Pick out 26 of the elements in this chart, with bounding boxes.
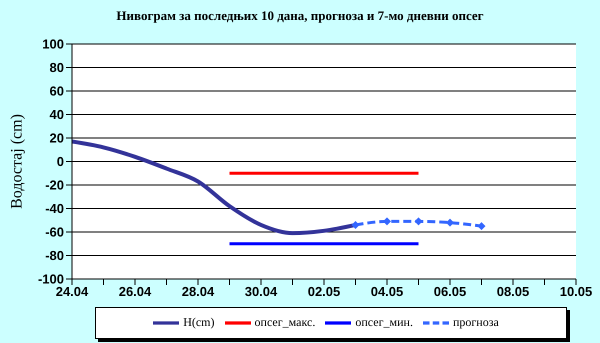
y-tick-label: -20 xyxy=(45,178,64,193)
chart-title: Нивограм за последњих 10 дана, прогноза и 7-мо дневни опсег xyxy=(115,8,485,24)
legend-label: H(cm) xyxy=(183,314,215,329)
x-tick-label: 30.04 xyxy=(244,284,278,300)
legend-label: прогноза xyxy=(452,314,499,329)
y-tick-label: -60 xyxy=(45,224,64,240)
y-tick-label: 80 xyxy=(50,60,64,76)
y-tick-label: 60 xyxy=(50,84,64,99)
y-tick-label: -40 xyxy=(45,201,64,216)
x-tick-label: 10.05 xyxy=(560,284,592,300)
legend-label: опсег_макс. xyxy=(254,314,316,329)
x-tick-label: 24.04 xyxy=(56,284,90,300)
y-tick-label: -100 xyxy=(38,272,64,287)
y-axis-title: Водостај (cm) xyxy=(8,114,26,209)
y-tick-label: -80 xyxy=(45,248,64,264)
y-tick-label: 20 xyxy=(50,130,64,146)
y-tick-label: 100 xyxy=(42,36,64,52)
x-tick-label: 02.05 xyxy=(308,284,340,300)
x-tick-label: 28.04 xyxy=(182,284,216,300)
legend-label: опсег_мин. xyxy=(355,314,413,329)
y-tick-label: 0 xyxy=(56,154,64,170)
x-tick-label: 08.05 xyxy=(496,284,530,300)
x-tick-label: 26.04 xyxy=(118,284,152,300)
x-tick-label: 04.05 xyxy=(370,284,404,300)
x-tick-label: 06.05 xyxy=(434,284,466,300)
y-tick-label: 40 xyxy=(50,107,64,122)
